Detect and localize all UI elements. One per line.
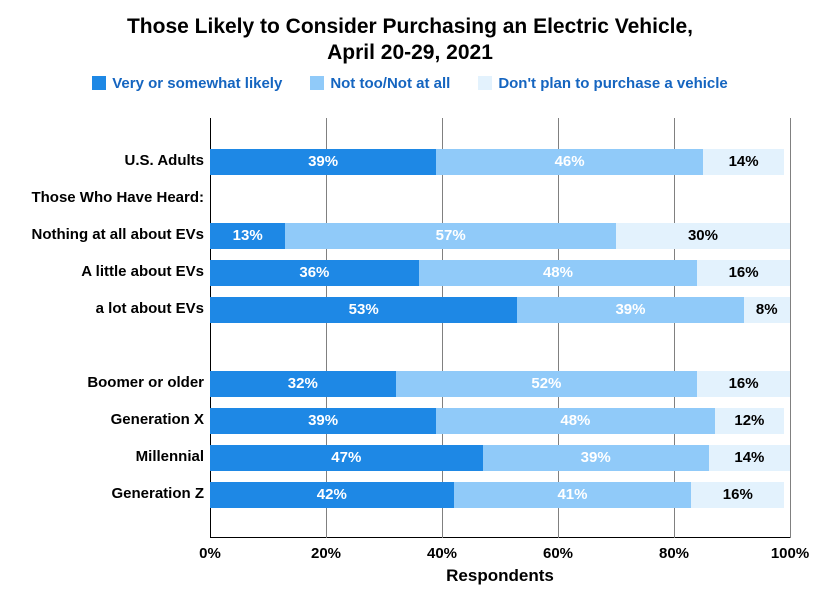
bar-segment: 42%: [210, 482, 454, 508]
bar-segment: 32%: [210, 371, 396, 397]
bar-segment: 13%: [210, 223, 285, 249]
bar-row: 47%39%14%: [210, 445, 790, 471]
bar-segment: 12%: [715, 408, 785, 434]
bar-row: 36%48%16%: [210, 260, 790, 286]
bar-segment: 39%: [210, 149, 436, 175]
bar-segment: 16%: [697, 260, 790, 286]
bar-segment: 16%: [697, 371, 790, 397]
chart-title-line1: Those Likely to Consider Purchasing an E…: [127, 15, 693, 38]
category-label: Generation Z: [0, 486, 204, 503]
legend-label-likely: Very or somewhat likely: [112, 75, 282, 92]
bar-segment: 30%: [616, 223, 790, 249]
legend-item-noplan: Don't plan to purchase a vehicle: [478, 75, 727, 92]
plot-area: Respondents 0%20%40%60%80%100%39%46%14%1…: [210, 118, 790, 538]
category-label: a lot about EVs: [0, 301, 204, 318]
bar-row: 42%41%16%: [210, 482, 790, 508]
legend-label-not: Not too/Not at all: [330, 75, 450, 92]
category-label: Nothing at all about EVs: [0, 227, 204, 244]
chart-title-line2: April 20-29, 2021: [327, 41, 493, 64]
bar-row: 39%48%12%: [210, 408, 790, 434]
bar-segment: 14%: [709, 445, 790, 471]
bar-segment: 48%: [419, 260, 697, 286]
bar-segment: 39%: [210, 408, 436, 434]
gridline: [790, 118, 791, 538]
category-label: A little about EVs: [0, 264, 204, 281]
gridline: [558, 118, 559, 538]
bar-segment: 16%: [691, 482, 784, 508]
x-tick-label: 60%: [543, 545, 573, 562]
x-axis-line: [210, 537, 790, 538]
x-tick-label: 40%: [427, 545, 457, 562]
bar-segment: 46%: [436, 149, 703, 175]
category-label: Millennial: [0, 449, 204, 466]
x-tick-label: 0%: [199, 545, 221, 562]
category-label: Generation X: [0, 412, 204, 429]
bar-row: 32%52%16%: [210, 371, 790, 397]
legend-swatch-not: [310, 76, 324, 90]
bar-segment: 39%: [517, 297, 743, 323]
y-axis-line: [210, 118, 211, 538]
bar-segment: 14%: [703, 149, 784, 175]
bar-row: 13%57%30%: [210, 223, 790, 249]
bar-segment: 52%: [396, 371, 698, 397]
gridline: [442, 118, 443, 538]
y-axis-labels: U.S. Adults Those Who Have Heard: Nothing …: [0, 118, 204, 538]
chart-legend: Very or somewhat likely Not too/Not at a…: [0, 75, 820, 92]
category-label: Those Who Have Heard:: [0, 190, 204, 207]
bar-segment: 47%: [210, 445, 483, 471]
ev-purchase-likelihood-chart: Those Likely to Consider Purchasing an E…: [0, 0, 820, 615]
gridline: [674, 118, 675, 538]
bar-segment: 36%: [210, 260, 419, 286]
gridline: [326, 118, 327, 538]
x-tick-label: 20%: [311, 545, 341, 562]
category-label: Boomer or older: [0, 375, 204, 392]
legend-item-likely: Very or somewhat likely: [92, 75, 282, 92]
legend-swatch-noplan: [478, 76, 492, 90]
category-label: U.S. Adults: [0, 153, 204, 170]
x-tick-label: 100%: [771, 545, 809, 562]
legend-swatch-likely: [92, 76, 106, 90]
bar-segment: 8%: [744, 297, 790, 323]
legend-label-noplan: Don't plan to purchase a vehicle: [498, 75, 727, 92]
legend-item-not: Not too/Not at all: [310, 75, 450, 92]
bar-row: 39%46%14%: [210, 149, 790, 175]
bar-segment: 39%: [483, 445, 709, 471]
x-axis-title: Respondents: [446, 566, 554, 586]
bar-segment: 41%: [454, 482, 692, 508]
bar-segment: 53%: [210, 297, 517, 323]
chart-title: Those Likely to Consider Purchasing an E…: [0, 0, 820, 67]
bar-row: 53%39%8%: [210, 297, 790, 323]
bar-segment: 48%: [436, 408, 714, 434]
bar-segment: 57%: [285, 223, 616, 249]
x-tick-label: 80%: [659, 545, 689, 562]
